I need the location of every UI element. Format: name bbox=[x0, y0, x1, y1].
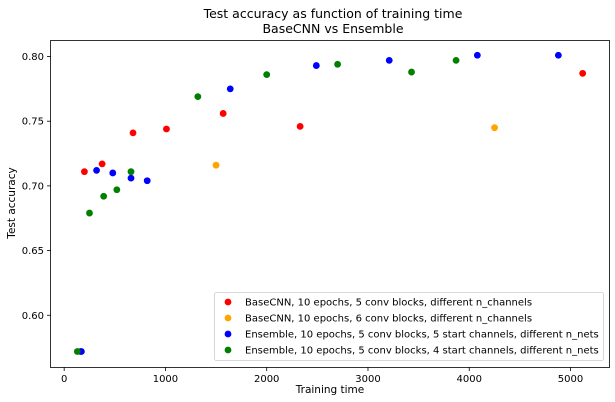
legend-entry: Ensemble, 10 epochs, 5 conv blocks, 4 st… bbox=[245, 346, 599, 357]
data-point bbox=[143, 177, 151, 185]
x-tick-label: 4000 bbox=[457, 374, 482, 385]
y-tick-label: 0.65 bbox=[22, 246, 44, 257]
legend-marker bbox=[224, 330, 232, 338]
legend-marker bbox=[224, 346, 232, 354]
x-axis-label: Training time bbox=[295, 384, 365, 396]
x-tick-label: 2000 bbox=[254, 374, 279, 385]
data-point bbox=[334, 60, 341, 68]
data-point bbox=[73, 348, 81, 355]
data-point bbox=[226, 85, 234, 93]
x-tick-label: 5000 bbox=[558, 374, 583, 385]
data-point bbox=[109, 169, 117, 177]
data-point bbox=[194, 93, 202, 101]
data-point bbox=[385, 57, 393, 64]
data-point bbox=[408, 68, 415, 76]
plot-area-frame bbox=[50, 40, 610, 368]
data-point bbox=[263, 71, 271, 79]
data-points bbox=[73, 51, 587, 355]
data-point bbox=[163, 125, 170, 133]
x-tick-label: 0 bbox=[61, 374, 67, 385]
data-point bbox=[452, 57, 460, 64]
data-point bbox=[212, 161, 220, 169]
legend-entry: BaseCNN, 10 epochs, 5 conv blocks, diffe… bbox=[245, 298, 532, 309]
y-axis-label: Test accuracy bbox=[6, 167, 18, 239]
data-point bbox=[93, 166, 100, 174]
legend-marker bbox=[224, 314, 232, 322]
data-point bbox=[491, 124, 498, 132]
data-point bbox=[129, 129, 137, 137]
legend: BaseCNN, 10 epochs, 5 conv blocks, diffe… bbox=[214, 292, 604, 361]
data-point bbox=[554, 51, 562, 59]
y-tick-label: 0.70 bbox=[22, 181, 44, 192]
y-tick-label: 0.75 bbox=[22, 117, 44, 128]
data-point bbox=[312, 62, 320, 69]
data-point bbox=[113, 186, 121, 194]
legend-entry: Ensemble, 10 epochs, 5 conv blocks, 5 st… bbox=[245, 330, 599, 341]
data-point bbox=[81, 168, 88, 176]
data-point bbox=[86, 209, 93, 217]
y-axis: 0.60 0.65 0.70 0.75 0.80 bbox=[22, 52, 51, 322]
chart-title: Test accuracy as function of training ti… bbox=[203, 6, 463, 21]
x-tick-label: 1000 bbox=[153, 374, 178, 385]
y-tick-label: 0.60 bbox=[22, 311, 44, 322]
y-tick-label: 0.80 bbox=[22, 52, 44, 63]
data-point bbox=[219, 110, 227, 117]
data-point bbox=[296, 122, 304, 130]
legend-marker bbox=[224, 298, 232, 306]
chart-subtitle: BaseCNN vs Ensemble bbox=[262, 21, 403, 36]
data-point bbox=[127, 168, 135, 176]
x-axis: 0 1000 2000 3000 4000 5000 bbox=[61, 367, 583, 385]
data-point bbox=[579, 69, 587, 77]
data-point bbox=[473, 51, 481, 59]
data-point bbox=[127, 174, 135, 182]
data-point bbox=[100, 192, 108, 200]
legend-frame bbox=[214, 292, 604, 361]
x-tick-label: 3000 bbox=[355, 374, 380, 385]
data-point bbox=[98, 160, 106, 168]
legend-entry: BaseCNN, 10 epochs, 6 conv blocks, diffe… bbox=[245, 314, 532, 325]
